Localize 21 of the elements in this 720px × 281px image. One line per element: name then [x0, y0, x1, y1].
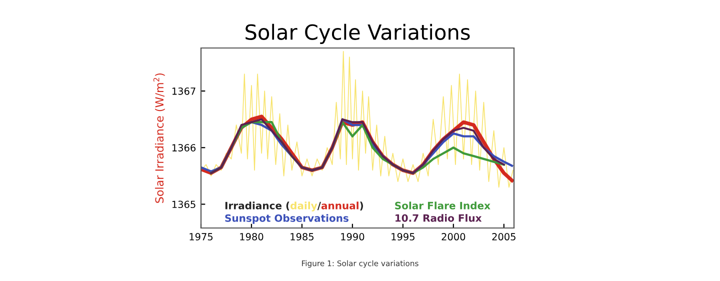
x-tick-label: 1980: [240, 233, 264, 240]
x-tick-label: 1985: [290, 233, 314, 240]
text: Sunspot Observations: [225, 214, 348, 224]
text: daily: [290, 202, 318, 212]
text: 10.7 Radio Flux: [396, 214, 482, 222]
legend-title: Irradiance (: [225, 202, 290, 211]
x-tick-label: 1995: [392, 233, 414, 240]
text: Solar Flare Index: [395, 202, 490, 210]
x-tick-label: 2005: [492, 233, 516, 240]
line-series: [201, 50, 514, 188]
y-tick-label: 1365: [172, 200, 196, 208]
y-tick-label: 1367: [172, 87, 196, 95]
x-tick-label: 1990: [341, 233, 364, 240]
annotation: ): [360, 202, 363, 211]
x-tick-label: 2000: [442, 233, 466, 240]
text: annual: [321, 202, 358, 210]
y-axis-title: Solar Irradiance (W/m$^{2}$): [153, 73, 165, 203]
chart-title: Solar Cycle Variations: [246, 24, 470, 44]
annotation: /: [317, 202, 321, 210]
x-tick-label: 1975: [190, 233, 213, 240]
y-tick-label: 1366: [172, 144, 196, 152]
